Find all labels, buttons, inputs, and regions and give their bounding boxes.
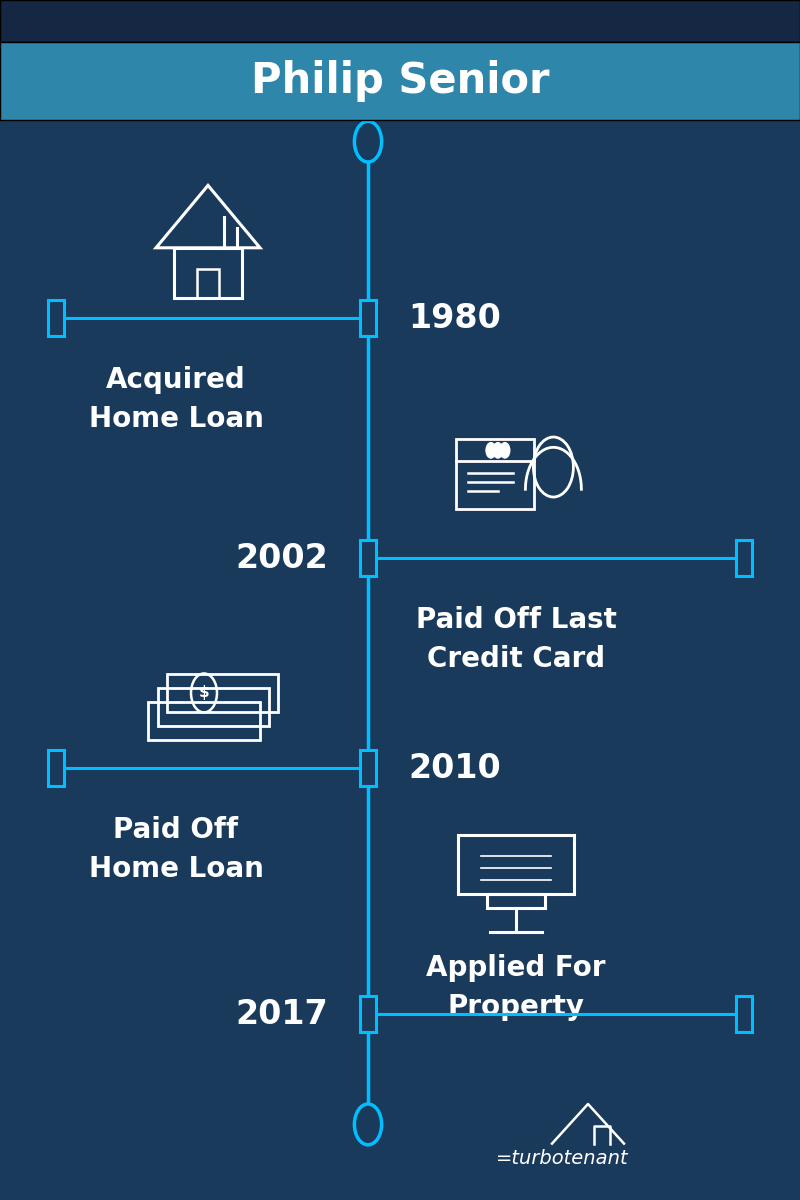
FancyBboxPatch shape: [48, 750, 64, 786]
FancyBboxPatch shape: [360, 750, 376, 786]
Circle shape: [499, 442, 510, 458]
FancyBboxPatch shape: [736, 996, 752, 1032]
Text: 2017: 2017: [235, 997, 328, 1031]
Circle shape: [486, 442, 497, 458]
FancyBboxPatch shape: [736, 540, 752, 576]
Text: $: $: [198, 685, 210, 701]
Text: Paid Off
Home Loan: Paid Off Home Loan: [89, 816, 263, 883]
FancyBboxPatch shape: [360, 996, 376, 1032]
Text: 2002: 2002: [235, 541, 328, 575]
Text: Acquired
Home Loan: Acquired Home Loan: [89, 366, 263, 433]
FancyBboxPatch shape: [48, 300, 64, 336]
Circle shape: [354, 121, 382, 162]
FancyBboxPatch shape: [0, 0, 800, 42]
Circle shape: [354, 1104, 382, 1145]
Circle shape: [492, 442, 503, 458]
Text: Philip Senior: Philip Senior: [250, 60, 550, 102]
Text: 2010: 2010: [408, 751, 501, 785]
Text: 1980: 1980: [408, 301, 501, 335]
Text: Applied For
Property: Applied For Property: [426, 954, 606, 1021]
FancyBboxPatch shape: [360, 540, 376, 576]
FancyBboxPatch shape: [360, 300, 376, 336]
Text: =turbotenant: =turbotenant: [496, 1148, 629, 1168]
FancyBboxPatch shape: [0, 42, 800, 120]
Text: Paid Off Last
Credit Card: Paid Off Last Credit Card: [415, 606, 617, 673]
